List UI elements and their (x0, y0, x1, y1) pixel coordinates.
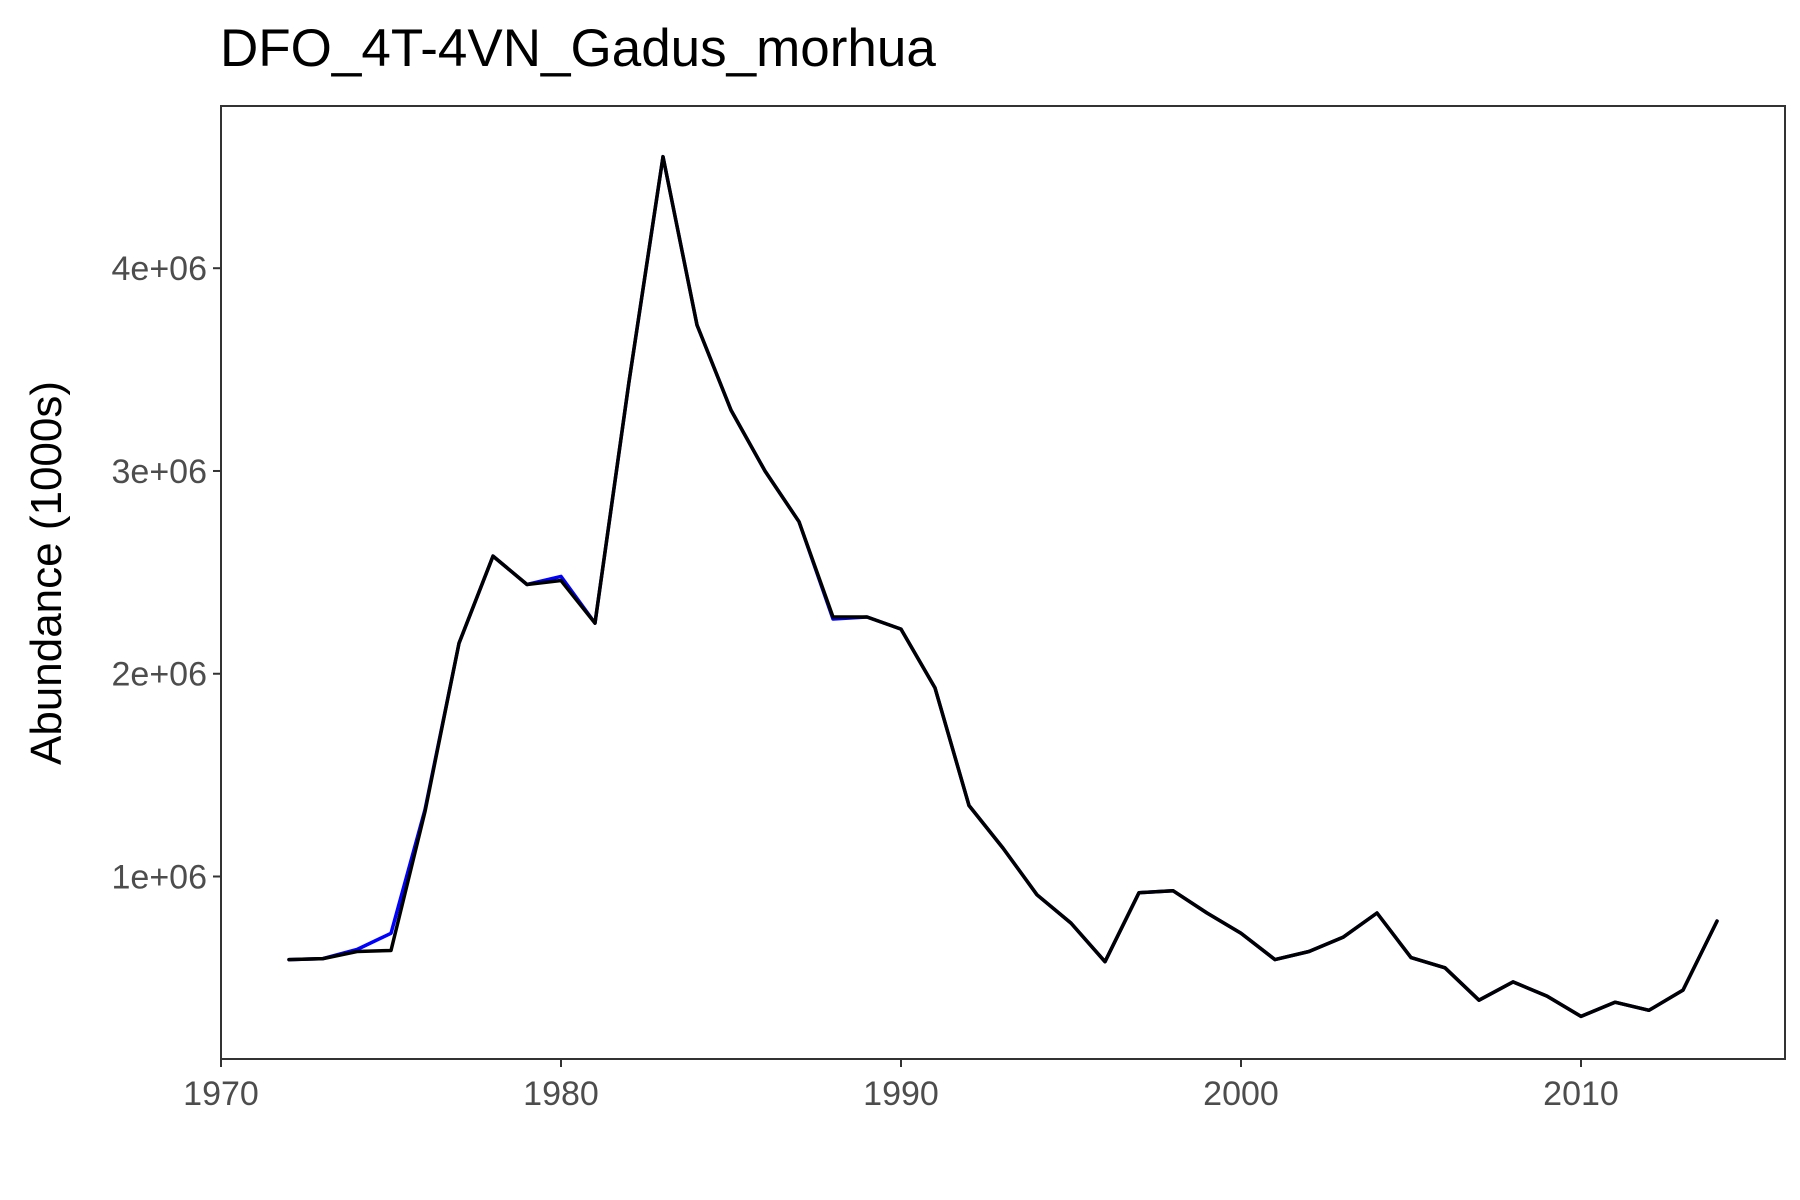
chart-title: DFO_4T-4VN_Gadus_morhua (220, 19, 936, 78)
x-tick-label: 1970 (183, 1075, 259, 1113)
y-tick-label: 2e+06 (112, 656, 208, 694)
y-tick-label: 1e+06 (112, 859, 208, 897)
series-line-2 (287, 154, 1719, 1019)
y-axis-title: Abundance (1000s) (22, 381, 71, 765)
plot-panel (220, 105, 1786, 1060)
x-axis: 1970 1980 1990 2000 2010 (183, 1059, 1619, 1113)
x-tick-label: 1980 (523, 1075, 599, 1113)
y-tick-label: 4e+06 (112, 250, 208, 288)
series-line-1 (287, 154, 1719, 1019)
y-axis: 1e+06 2e+06 3e+06 4e+06 (112, 250, 221, 897)
y-tick-label: 3e+06 (112, 453, 208, 491)
series-group (287, 154, 1719, 1019)
x-tick-label: 2010 (1543, 1075, 1619, 1113)
x-tick-label: 2000 (1203, 1075, 1279, 1113)
x-tick-label: 1990 (863, 1075, 939, 1113)
